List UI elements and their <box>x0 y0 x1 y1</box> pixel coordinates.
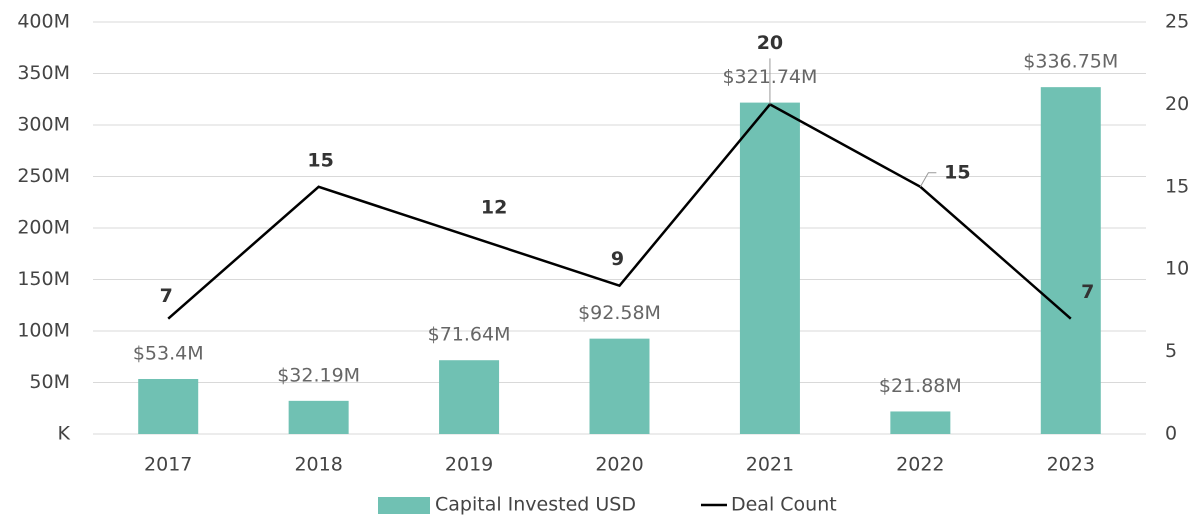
x-tick-label: 2018 <box>294 454 342 476</box>
bar <box>890 411 951 434</box>
y-tick-label: 50M <box>29 371 70 393</box>
line-value-label: 20 <box>757 32 783 54</box>
y2-tick-label: 10 <box>1165 258 1189 280</box>
x-tick-label: 2021 <box>746 454 794 476</box>
line-value-label: 15 <box>307 149 333 171</box>
legend-swatch <box>378 497 430 514</box>
bar <box>1040 87 1101 435</box>
y-tick-label: 400M <box>17 11 70 33</box>
bar <box>739 102 800 435</box>
y2-tick-label: 5 <box>1165 340 1177 362</box>
bar-value-label: $21.88M <box>879 375 962 397</box>
line-value-label: 7 <box>1081 281 1094 303</box>
y-tick-label: 150M <box>17 268 70 290</box>
line-value-label: 12 <box>481 197 507 219</box>
y2-tick-label: 15 <box>1165 175 1189 197</box>
legend-label: Capital Invested USD <box>435 494 636 516</box>
line <box>167 102 1072 320</box>
y-tick-label: 350M <box>17 62 70 84</box>
bar <box>138 378 199 434</box>
y2-tick-label: 0 <box>1165 423 1177 445</box>
bar-value-label: $336.75M <box>1023 51 1118 73</box>
y-tick-label: K <box>58 423 71 445</box>
x-tick-label: 2022 <box>896 454 944 476</box>
bar-value-label: $71.64M <box>428 324 511 346</box>
bar <box>439 360 500 434</box>
y-tick-label: 300M <box>17 114 70 136</box>
leader-line <box>919 172 937 188</box>
y2-tick-label: 20 <box>1165 93 1189 115</box>
line-value-label: 9 <box>611 248 624 270</box>
line-value-label: 7 <box>160 285 173 307</box>
legend-label: Deal Count <box>731 494 837 516</box>
bar <box>288 400 349 434</box>
x-tick-label: 2017 <box>144 454 192 476</box>
y2-tick-label: 25 <box>1165 11 1189 33</box>
x-tick-label: 2019 <box>445 454 493 476</box>
line-value-label: 15 <box>944 161 970 183</box>
y-tick-label: 200M <box>17 217 70 239</box>
x-tick-label: 2020 <box>595 454 643 476</box>
y-tick-label: 250M <box>17 165 70 187</box>
x-tick-label: 2023 <box>1047 454 1095 476</box>
bar <box>589 338 650 434</box>
bar-value-label: $92.58M <box>578 302 661 324</box>
bar-value-label: $32.19M <box>277 364 360 386</box>
y-tick-label: 100M <box>17 320 70 342</box>
bar-value-label: $53.4M <box>133 342 204 364</box>
